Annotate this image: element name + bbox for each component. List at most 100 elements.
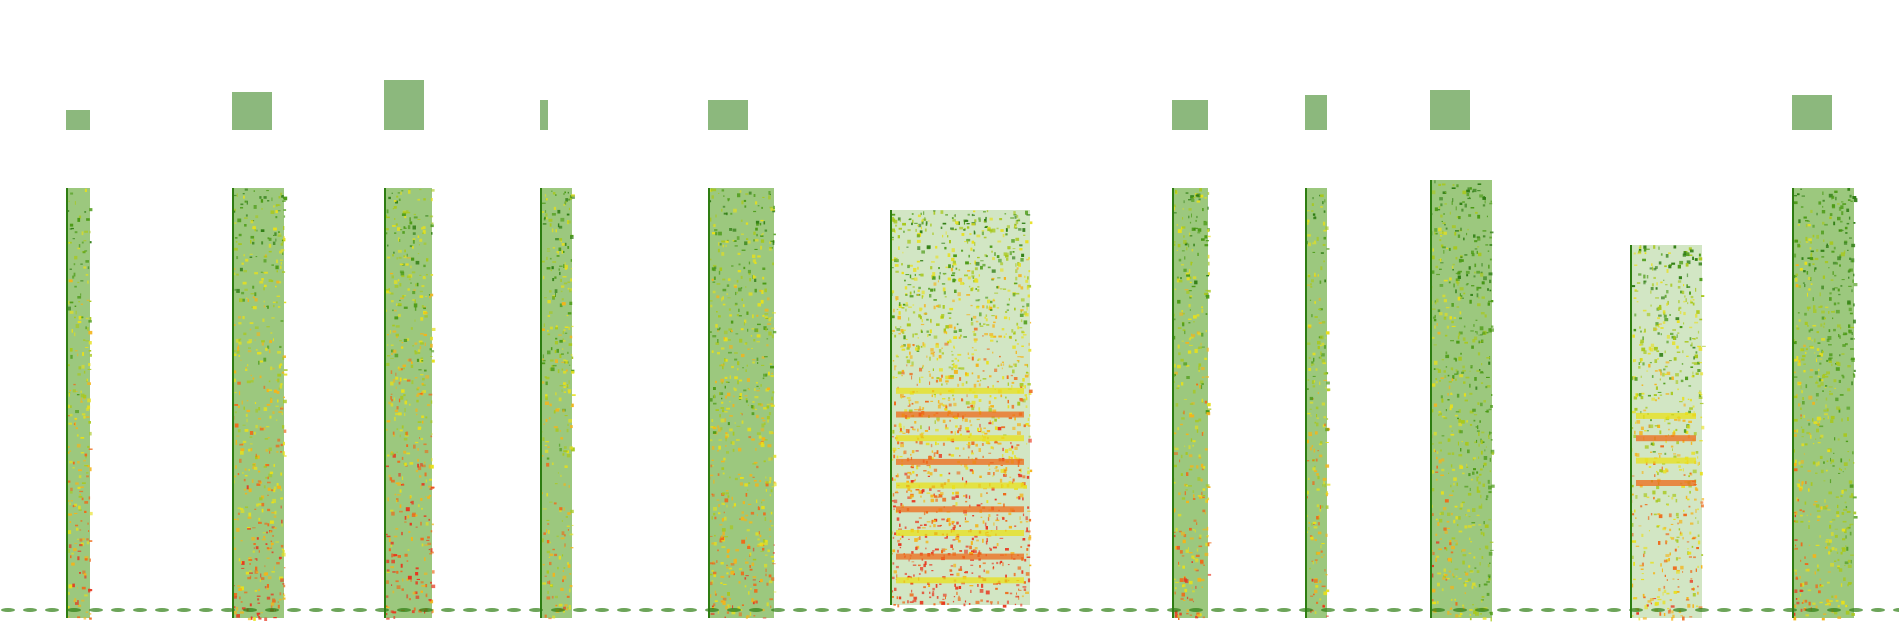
spectral-speckle: [1185, 433, 1189, 436]
spectral-speckle: [913, 290, 915, 294]
spectral-speckle: [82, 394, 87, 399]
spectral-speckle: [967, 406, 970, 409]
spectral-speckle: [937, 490, 941, 492]
spectral-speckle: [978, 383, 981, 387]
spectral-speckle: [916, 350, 920, 352]
spectral-speckle: [1455, 614, 1459, 618]
spectral-speckle: [988, 468, 991, 470]
spectral-speckle: [404, 516, 407, 520]
spectral-speckle: [562, 579, 564, 583]
spectral-speckle: [765, 573, 767, 577]
spectral-speckle: [935, 342, 939, 346]
spectral-speckle: [394, 309, 397, 312]
spectral-speckle: [891, 596, 894, 598]
spectral-speckle: [69, 228, 73, 230]
spectral-speckle: [553, 502, 557, 505]
spectral-speckle: [267, 508, 271, 512]
spectral-speckle: [417, 463, 420, 468]
spectral-speckle: [1312, 251, 1316, 253]
spectral-speckle: [1433, 403, 1438, 407]
spectral-speckle: [1002, 604, 1007, 608]
spectral-speckle: [980, 379, 982, 382]
spectral-speckle: [1649, 598, 1654, 601]
spectral-speckle: [721, 528, 726, 532]
spectral-speckle: [421, 585, 426, 587]
spectral-speckle: [915, 474, 918, 477]
spectral-speckle: [719, 364, 722, 367]
spectral-speckle: [401, 531, 403, 536]
spectral-speckle: [420, 590, 423, 593]
spectral-speckle: [1008, 317, 1010, 321]
spectral-speckle: [927, 475, 930, 477]
spectral-speckle: [1461, 208, 1464, 212]
spectral-speckle: [759, 480, 762, 482]
spectral-speckle: [558, 555, 562, 560]
spectral-speckle: [916, 345, 918, 347]
spectral-speckle: [931, 261, 935, 263]
spectral-speckle: [283, 594, 286, 597]
spectral-speckle: [738, 287, 742, 292]
spectral-speckle: [1320, 544, 1322, 549]
spectral-speckle: [260, 229, 265, 232]
spectral-speckle: [240, 507, 244, 510]
spectral-speckle: [992, 324, 995, 328]
spectral-speckle: [1461, 371, 1465, 374]
spectral-speckle: [410, 579, 412, 582]
spectral-speckle: [918, 564, 921, 567]
spectral-speckle: [563, 264, 565, 268]
spectral-speckle: [1459, 430, 1463, 434]
spectral-speckle: [727, 199, 729, 202]
spectral-speckle: [717, 450, 719, 452]
spectral-speckle: [396, 499, 398, 503]
spectral-speckle: [567, 512, 571, 515]
spectral-speckle: [418, 244, 420, 246]
spectral-speckle: [893, 505, 896, 508]
spectral-speckle: [1206, 275, 1209, 277]
spectral-speckle: [1688, 254, 1693, 256]
spectral-speckle: [909, 355, 913, 359]
spectral-speckle: [1432, 601, 1437, 605]
spectral-speckle: [983, 323, 986, 325]
spectral-speckle: [746, 364, 748, 367]
spectral-speckle: [273, 489, 276, 493]
spectral-speckle: [723, 336, 725, 340]
spectral-speckle: [1459, 507, 1463, 510]
spectral-speckle: [1464, 592, 1466, 594]
spectral-speckle: [1319, 507, 1322, 512]
spectral-speckle: [1017, 360, 1020, 363]
spectral-speckle: [712, 561, 715, 563]
spectral-speckle: [978, 575, 981, 579]
spectral-speckle: [909, 218, 912, 220]
spectral-speckle: [992, 299, 996, 302]
spectral-speckle: [243, 195, 245, 199]
spectral-speckle: [1323, 372, 1328, 375]
spectral-speckle: [1026, 303, 1030, 307]
spectral-speckle: [728, 339, 731, 341]
spectral-speckle: [83, 616, 87, 620]
spectral-speckle: [721, 397, 723, 400]
spectral-speckle: [972, 315, 977, 319]
spectral-speckle: [982, 378, 987, 380]
spectral-speckle: [1320, 194, 1324, 198]
spectral-speckle: [716, 283, 721, 285]
spectral-speckle: [1688, 410, 1691, 414]
spectral-speckle: [996, 561, 999, 565]
spectral-speckle: [983, 358, 987, 361]
spectral-speckle: [917, 294, 920, 296]
spectral-speckle: [1000, 229, 1004, 232]
spectral-speckle: [278, 387, 280, 390]
spectral-speckle: [1450, 613, 1452, 615]
spectral-speckle: [718, 439, 722, 441]
spectral-speckle: [1027, 424, 1031, 427]
spectral-speckle: [1189, 235, 1193, 237]
spectral-speckle: [747, 545, 751, 549]
spectral-speckle: [907, 496, 912, 499]
spectral-speckle: [966, 238, 971, 242]
spectral-speckle: [282, 583, 285, 585]
spectral-speckle: [1461, 501, 1465, 504]
spectral-speckle: [258, 360, 260, 365]
spectral-speckle: [1468, 473, 1471, 477]
spectral-speckle: [903, 425, 905, 430]
spectral-speckle: [259, 375, 262, 379]
spectral-speckle: [1451, 452, 1455, 455]
